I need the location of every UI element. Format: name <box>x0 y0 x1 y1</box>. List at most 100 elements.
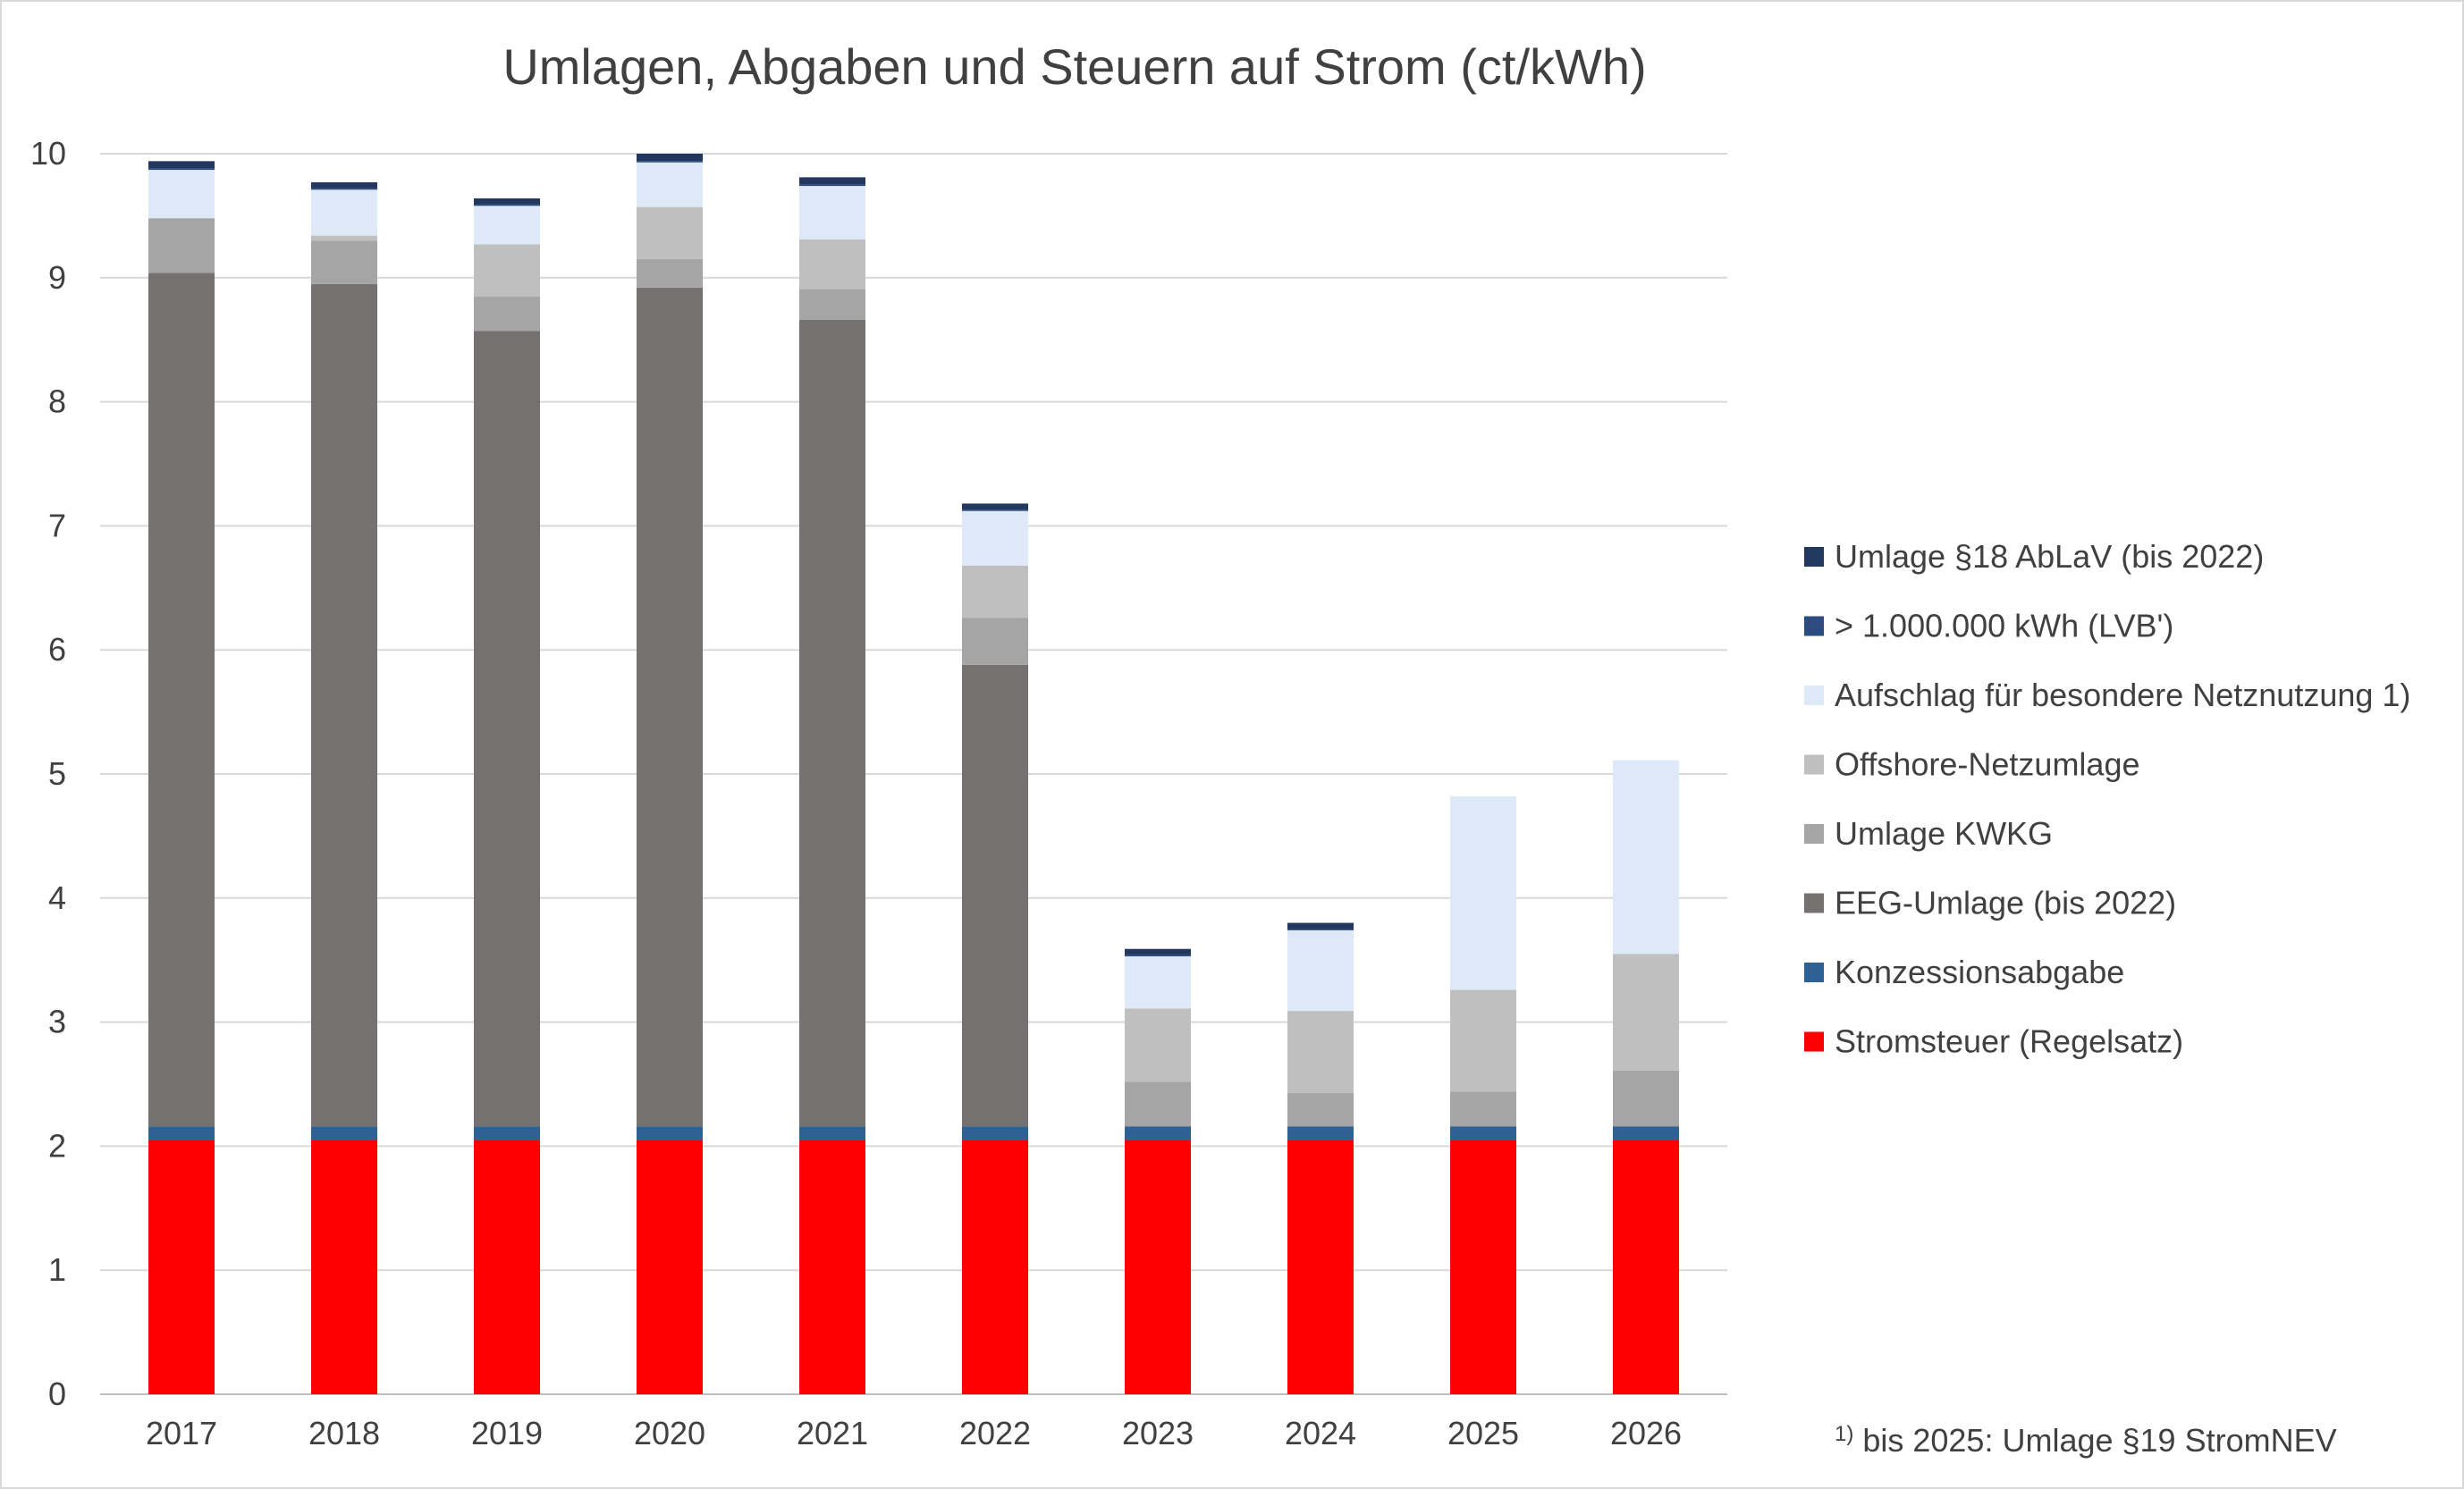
bar-segment-2022-s3 <box>962 618 1028 665</box>
bar-segment-2024-s5 <box>1287 930 1354 1012</box>
bar-segment-2025-s3 <box>1450 1091 1516 1127</box>
legend-label: Offshore-Netzumlage <box>1835 746 2140 783</box>
bar-stack-2023 <box>1125 948 1191 1394</box>
bar-segment-2020-s1 <box>637 1126 703 1140</box>
bar-segment-2024-s7 <box>1287 922 1354 930</box>
bar-segment-2022-s4 <box>962 565 1028 618</box>
bar-segment-2022-s6 <box>962 509 1028 511</box>
bar-segment-2021-s5 <box>799 186 865 240</box>
y-tick-label: 8 <box>48 383 66 420</box>
legend-item: Offshore-Netzumlage <box>1804 746 2140 783</box>
bar-segment-2023-s1 <box>1125 1126 1191 1140</box>
legend-swatch <box>1804 893 1824 913</box>
bar-segment-2026-s4 <box>1613 954 1679 1071</box>
bar-segment-2017-s1 <box>148 1126 215 1140</box>
x-tick-label: 2026 <box>1610 1415 1682 1451</box>
bar-segment-2019-s0 <box>474 1140 540 1394</box>
bar-segment-2025-s0 <box>1450 1140 1516 1394</box>
x-tick-label: 2019 <box>471 1415 543 1451</box>
x-axis-tick-labels: 2017 2018 2019 2020 2021 2022 2023 2024 2025 2026 <box>146 1415 1682 1451</box>
bar-segment-2019-s7 <box>474 198 540 205</box>
bar-segment-2019-s2 <box>474 331 540 1127</box>
bar-segment-2023-s7 <box>1125 948 1191 955</box>
bar-segment-2023-s5 <box>1125 956 1191 1009</box>
legend-swatch <box>1804 824 1824 844</box>
bar-segment-2017-s5 <box>148 170 215 219</box>
bar-segment-2021-s1 <box>799 1126 865 1140</box>
bar-segment-2025-s1 <box>1450 1126 1516 1140</box>
y-axis-tick-labels: 0 1 2 3 4 5 6 7 8 9 10 <box>30 135 66 1412</box>
legend-label: Stromsteuer (Regelsatz) <box>1835 1023 2183 1060</box>
bar-stack-2019 <box>474 198 540 1394</box>
legend-label: Umlage KWKG <box>1835 815 2053 852</box>
y-tick-label: 3 <box>48 1004 66 1040</box>
bar-stack-2022 <box>962 503 1028 1394</box>
bar-segment-2021-s7 <box>799 177 865 185</box>
bar-segment-2023-s6 <box>1125 955 1191 957</box>
bar-segment-2024-s4 <box>1287 1011 1354 1093</box>
x-tick-label: 2024 <box>1285 1415 1356 1451</box>
y-tick-label: 9 <box>48 259 66 296</box>
bar-stack-2025 <box>1450 795 1516 1394</box>
legend-item: > 1.000.000 kWh (LVB') <box>1804 608 2173 644</box>
bar-segment-2019-s5 <box>474 206 540 245</box>
bar-segment-2018-s7 <box>311 181 377 189</box>
bar-segment-2018-s4 <box>311 235 377 241</box>
bar-segment-2019-s4 <box>474 244 540 297</box>
bar-segment-2020-s5 <box>637 162 703 207</box>
footnote-text: bis 2025: Umlage §19 StromNEV <box>1853 1422 2336 1459</box>
legend-label: Umlage §18 AbLaV (bis 2022) <box>1835 538 2264 575</box>
bar-segment-2023-s3 <box>1125 1081 1191 1127</box>
bar-segment-2022-s5 <box>962 510 1028 566</box>
bar-segment-2021-s0 <box>799 1140 865 1394</box>
bar-segment-2021-s3 <box>799 289 865 320</box>
bar-segment-2017-s7 <box>148 161 215 169</box>
bar-segment-2022-s2 <box>962 664 1028 1127</box>
legend-swatch <box>1804 1031 1824 1052</box>
legend-label: > 1.000.000 kWh (LVB') <box>1835 608 2173 644</box>
x-tick-label: 2017 <box>146 1415 217 1451</box>
bar-segment-2017-s2 <box>148 273 215 1127</box>
bar-stack-2017 <box>148 161 215 1394</box>
bar-stack-2026 <box>1613 760 1679 1394</box>
y-tick-label: 1 <box>48 1251 66 1288</box>
legend-swatch <box>1804 616 1824 636</box>
bar-segment-2019-s1 <box>474 1126 540 1140</box>
y-tick-label: 6 <box>48 631 66 668</box>
y-tick-label: 4 <box>48 879 66 916</box>
footnote: 1) bis 2025: Umlage §19 StromNEV <box>1835 1422 2337 1459</box>
legend-label: Aufschlag für besondere Netznutzung 1) <box>1835 677 2410 713</box>
bar-stack-2018 <box>311 181 377 1394</box>
bar-segment-2024-s1 <box>1287 1126 1354 1140</box>
legend-item: Umlage §18 AbLaV (bis 2022) <box>1804 538 2264 575</box>
bar-stack-2024 <box>1287 922 1354 1394</box>
bar-segment-2020-s4 <box>637 206 703 259</box>
bar-segment-2026-s5 <box>1613 760 1679 955</box>
bar-stack-2020 <box>637 154 703 1394</box>
footnote-superscript: 1) <box>1835 1422 1853 1446</box>
bar-segment-2024-s3 <box>1287 1092 1354 1127</box>
bar-segment-2026-s1 <box>1613 1126 1679 1140</box>
legend-item: Konzessionsabgabe <box>1804 954 2124 990</box>
legend: Umlage §18 AbLaV (bis 2022) > 1.000.000 k… <box>1804 538 2410 1060</box>
legend-swatch <box>1804 963 1824 982</box>
y-tick-label: 7 <box>48 507 66 543</box>
bar-segment-2020-s3 <box>637 258 703 288</box>
bar-stacks <box>148 154 1679 1394</box>
legend-label: EEG-Umlage (bis 2022) <box>1835 885 2176 921</box>
x-tick-label: 2025 <box>1447 1415 1519 1451</box>
bar-segment-2019-s3 <box>474 296 540 332</box>
bar-segment-2021-s4 <box>799 239 865 290</box>
bar-segment-2018-s2 <box>311 283 377 1127</box>
bar-segment-2025-s4 <box>1450 989 1516 1092</box>
bar-segment-2022-s0 <box>962 1140 1028 1394</box>
bar-segment-2019-s6 <box>474 204 540 206</box>
bar-segment-2020-s2 <box>637 287 703 1127</box>
bar-segment-2018-s3 <box>311 240 377 284</box>
bar-segment-2023-s0 <box>1125 1140 1191 1394</box>
x-tick-label: 2023 <box>1122 1415 1194 1451</box>
bar-segment-2017-s0 <box>148 1140 215 1394</box>
bar-segment-2018-s0 <box>311 1140 377 1394</box>
